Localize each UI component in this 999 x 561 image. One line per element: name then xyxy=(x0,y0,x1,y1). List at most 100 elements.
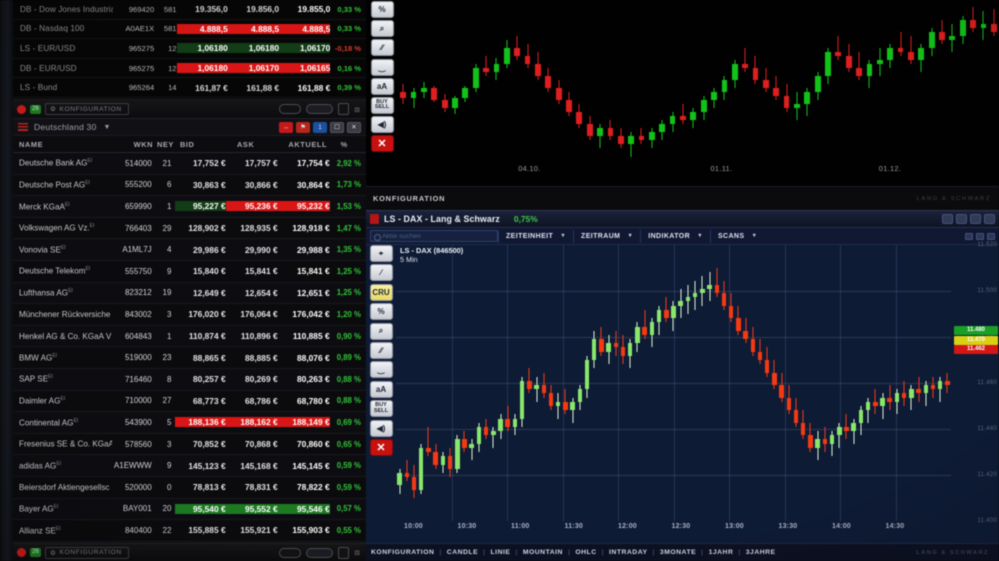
magnifier-icon[interactable]: ⌕ xyxy=(369,322,393,340)
configuration-button[interactable]: ⚙ KONFIGURATION xyxy=(45,546,129,559)
toolbar-mini-button[interactable] xyxy=(976,232,984,240)
close-button[interactable] xyxy=(984,214,995,224)
text-size-icon[interactable]: aA xyxy=(370,77,394,95)
low-chart-plot[interactable]: LS - DAX (846500) 5 Min xyxy=(396,245,951,521)
maximize-button[interactable] xyxy=(338,546,350,559)
speaker-icon[interactable]: ◀) xyxy=(370,116,394,134)
text-size-icon[interactable]: aA xyxy=(369,380,393,398)
konfiguration-label[interactable]: KONFIGURATION xyxy=(373,194,446,203)
parallel-lines-icon[interactable]: ∕∕ xyxy=(370,39,394,57)
table-row[interactable]: adidas AGEI A1EWWW 9 145,123 € 145,168 € 145,… xyxy=(13,455,366,477)
table-row[interactable]: Münchener Rückversiche 843002 3 176,020 € 17… xyxy=(13,304,366,326)
copy-icon[interactable]: ☐ xyxy=(330,121,344,133)
link-icon[interactable]: ↔ xyxy=(279,121,293,133)
close-icon[interactable]: ✕ xyxy=(369,438,393,456)
buy-sell-icon[interactable]: BUY SELL xyxy=(369,400,393,418)
ticker-row[interactable]: DB - EUR/USD 965275 12 1,06180 1,06170 1,0616… xyxy=(13,59,366,79)
toolbar-mini-button[interactable] xyxy=(987,232,995,240)
cursor-add-icon[interactable]: ⌖ xyxy=(369,245,393,262)
restore-button[interactable] xyxy=(306,104,334,114)
status-item-ohlc[interactable]: OHLC xyxy=(575,549,597,556)
instrument-ney: 27 xyxy=(162,396,172,406)
col-bid[interactable]: BID xyxy=(179,139,195,149)
restore-button[interactable] xyxy=(956,214,967,224)
table-row[interactable]: Fresenius SE & Co. KGaAE 578560 3 70,852 € 7… xyxy=(13,434,366,456)
table-row[interactable]: Volkswagen AG Vz.EI 766403 29 128,902 € 128,… xyxy=(13,218,366,240)
search-input[interactable]: Aktie suchen xyxy=(370,230,498,242)
index-ticker-list[interactable]: DB - Dow Jones Industrial 969420 581 19.356… xyxy=(13,0,366,99)
close-icon[interactable]: ✕ xyxy=(370,135,394,153)
table-row[interactable]: Bayer AGEI BAY001 20 95,540 €95,552 €95,546… xyxy=(13,498,366,521)
col-name[interactable]: NAME xyxy=(19,139,44,149)
cru-icon[interactable]: CRU xyxy=(369,283,393,301)
table-row[interactable]: BMW AGEI 519000 23 88,865 € 88,885 € 88,076 €… xyxy=(13,347,366,369)
col-ask[interactable]: ASK xyxy=(237,139,255,149)
resize-handle-icon[interactable]: ⧈ xyxy=(354,103,360,114)
table-row[interactable]: Deutsche Post AGEI 555200 6 30,863 € 30,866 … xyxy=(13,175,366,197)
status-item-konfiguration[interactable]: KONFIGURATION xyxy=(371,549,435,556)
status-item-1jahr[interactable]: 1JAHR xyxy=(708,549,734,556)
table-row[interactable]: SAP SEEI 716460 8 80,257 € 80,269 € 80,263 € 0… xyxy=(13,368,366,391)
table-row[interactable]: Merck KGaAEI 659990 1 95,227 €95,236 €95,23… xyxy=(13,196,366,218)
restore-button[interactable] xyxy=(306,547,334,558)
table-row[interactable]: Deutsche Bank AGEI 514000 21 17,752 € 17,757… xyxy=(13,153,366,175)
bell-icon[interactable]: ⚑ xyxy=(296,121,310,133)
table-row[interactable]: Henkel AG & Co. KGaA V 604843 1 110,874 € 11… xyxy=(13,325,366,348)
page-one-button[interactable]: 1 xyxy=(313,121,327,133)
table-row[interactable]: Vonovia SEEI A1ML7J 4 29,986 € 29,990 € 29,98… xyxy=(13,239,366,261)
instrument-bid: 128,902 € xyxy=(188,223,226,234)
maximize-button[interactable] xyxy=(338,103,350,115)
menu-icon[interactable] xyxy=(18,123,28,131)
minimize-button[interactable] xyxy=(942,214,953,224)
col-wkn[interactable]: WKN xyxy=(133,139,154,149)
top-chart-plot[interactable] xyxy=(398,0,999,164)
menu-indikator[interactable]: INDIKATOR ▼ xyxy=(640,229,710,243)
status-item-intraday[interactable]: INTRADAY xyxy=(609,549,648,556)
col-ney[interactable]: NEY xyxy=(156,139,174,149)
ticker-row[interactable]: LS - EUR/USD 965275 12 1,06180 1,06180 1,0617… xyxy=(13,39,366,59)
status-item-3monate[interactable]: 3MONATE xyxy=(659,549,697,556)
status-item-3jahre[interactable]: 3JAHRE xyxy=(745,549,776,556)
maximize-button[interactable] xyxy=(970,214,981,224)
candlestick xyxy=(804,88,811,117)
table-row[interactable]: Daimler AGEI 710000 27 68,773 € 68,786 € 68,7… xyxy=(13,391,366,413)
parallel-lines-icon[interactable]: ∕∕ xyxy=(369,341,393,359)
menu-scans[interactable]: SCANS ▼ xyxy=(709,229,764,243)
menu-zeitraum[interactable]: ZEITRAUM ▼ xyxy=(573,229,640,243)
watchlist-name[interactable]: Deutschland 30 xyxy=(34,122,97,132)
magnifier-icon[interactable]: ⌕ xyxy=(370,20,394,38)
configuration-button[interactable]: ⚙ KONFIGURATION xyxy=(45,103,129,115)
close-list-icon[interactable]: ✕ xyxy=(347,121,361,133)
resize-handle-icon[interactable]: ⧈ xyxy=(354,547,360,557)
ticker-row[interactable]: LS - Bund 965264 14 161,87 € 161,88 € 161,88 … xyxy=(13,78,366,98)
instrument-name: Deutsche Bank AGEI xyxy=(19,158,93,169)
status-item-candle[interactable]: CANDLE xyxy=(446,549,479,556)
buy-sell-icon[interactable]: BUY SELL xyxy=(370,96,394,114)
table-row[interactable]: Beiersdorf Aktiengesellsc 520000 0 78,813 €… xyxy=(13,477,366,499)
minimize-button[interactable] xyxy=(279,547,302,558)
status-item-mountain[interactable]: MOUNTAIN xyxy=(522,549,563,556)
table-row[interactable]: Lufthansa AGEI 823212 19 12,649 € 12,654 € 12… xyxy=(13,282,366,305)
col-aktuell[interactable]: AKTUELL xyxy=(288,139,328,149)
percent-icon[interactable]: % xyxy=(370,1,394,18)
minimize-button[interactable] xyxy=(279,104,302,114)
table-row[interactable]: Allianz SEEI 840400 22 155,885 € 155,921 € 15… xyxy=(13,520,366,542)
watchlist-rows[interactable]: Deutsche Bank AGEI 514000 21 17,752 € 17,757… xyxy=(13,153,366,561)
percent-icon[interactable]: % xyxy=(369,303,393,321)
ticker-row[interactable]: DB - Dow Jones Industrial 969420 581 19.356… xyxy=(13,0,366,20)
trendline-icon[interactable]: ∕ xyxy=(369,264,393,282)
curve-icon[interactable]: ‿ xyxy=(369,361,393,379)
toolbar-mini-button[interactable] xyxy=(965,232,973,240)
top-chart-toolbar[interactable]: % ⌕ ∕∕ ‿ aA BUY SELL ◀) ✕ xyxy=(368,0,396,186)
table-row[interactable]: Continental AGEI 543900 5 188,136 €188,162 … xyxy=(13,412,366,434)
chevron-down-icon[interactable]: ▼ xyxy=(103,123,111,131)
status-item-linie[interactable]: LINIE xyxy=(490,549,511,556)
table-row[interactable]: Deutsche TelekomEI 555750 9 15,840 € 15,841 … xyxy=(13,261,366,283)
col-percent[interactable]: % xyxy=(340,139,348,149)
menu-zeiteinheit[interactable]: ZEITEINHEIT ▼ xyxy=(498,229,573,243)
curve-icon[interactable]: ‿ xyxy=(370,58,394,76)
speaker-icon[interactable]: ◀) xyxy=(369,419,393,437)
instrument-ney: 3 xyxy=(166,309,172,319)
low-chart-drawing-toolbar[interactable]: ⌖ ∕ CRU% ⌕ ∕∕ ‿ aA BUY SELL ◀) ✕ xyxy=(367,245,395,456)
ticker-row[interactable]: DB - Nasdaq 100 A0AE1X 581 4.888,5 4.888,5 4.… xyxy=(13,20,366,40)
